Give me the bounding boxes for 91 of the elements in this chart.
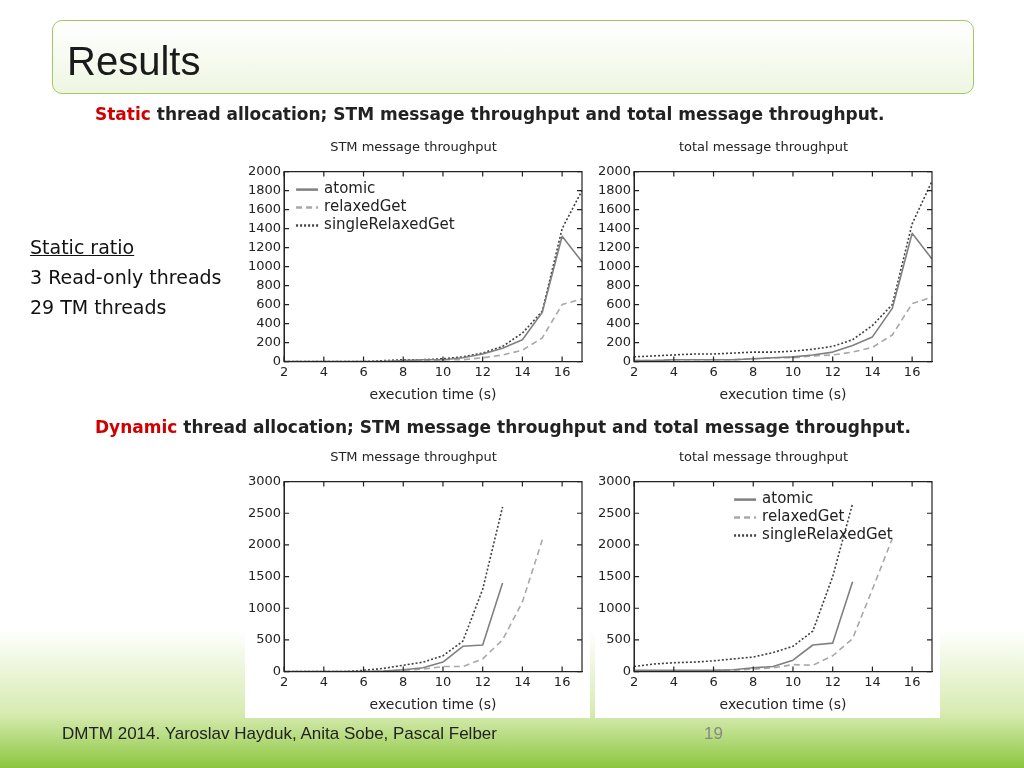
y-tick-label: 3000 (247, 472, 282, 488)
y-tick-label: 2000 (247, 162, 282, 178)
x-tick-label: 4 (669, 363, 678, 379)
chart-title: total message throughput (678, 139, 849, 155)
legend-label: relaxedGet (762, 507, 845, 526)
y-tick-label: 1000 (247, 257, 282, 273)
text: 29 TM threads (30, 296, 167, 318)
y-tick-label: 1600 (597, 200, 632, 216)
x-tick-label: 12 (474, 673, 491, 689)
y-tick-label: 500 (606, 631, 632, 647)
x-tick-label: 2 (279, 673, 289, 689)
text: DMTM 2014. Yaroslav Hayduk, Anita Sobe, Pascal Felber (62, 724, 497, 744)
y-tick-label: 1500 (247, 567, 282, 583)
y-tick-label: 1200 (247, 238, 282, 254)
y-tick-label: 1800 (247, 181, 282, 197)
chart-title: total message throughput (678, 449, 849, 465)
chart-subtitle: Dynamic thread allocation; STM message throughput and total message throughput. (95, 417, 911, 437)
x-tick-label: 14 (864, 363, 881, 379)
y-tick-label: 600 (606, 295, 632, 311)
y-tick-label: 800 (256, 276, 282, 292)
x-tick-label: 2 (629, 673, 639, 689)
y-tick-label: 0 (272, 662, 282, 678)
chart-title: STM message throughput (330, 139, 497, 155)
x-tick-label: 2 (279, 363, 289, 379)
y-tick-label: 600 (256, 295, 282, 311)
chart-title: STM message throughput (330, 449, 497, 465)
y-tick-label: 1500 (597, 567, 632, 583)
x-tick-label: 12 (824, 363, 841, 379)
y-tick-label: 3000 (597, 472, 632, 488)
x-tick-label: 12 (824, 673, 841, 689)
x-axis-title: execution time (s) (369, 386, 497, 403)
x-tick-label: 6 (359, 673, 368, 689)
x-tick-label: 8 (399, 363, 408, 379)
text: Results (67, 39, 201, 84)
y-tick-label: 1600 (247, 200, 282, 216)
x-tick-label: 12 (474, 363, 491, 379)
text: 19 (704, 724, 723, 744)
y-tick-label: 500 (256, 631, 282, 647)
y-tick-label: 1000 (597, 257, 632, 273)
y-tick-label: 0 (622, 352, 632, 368)
x-tick-label: 16 (903, 673, 921, 689)
y-tick-label: 2500 (597, 504, 632, 520)
x-tick-label: 8 (399, 673, 408, 689)
y-tick-label: 200 (256, 333, 282, 349)
y-tick-label: 2000 (597, 162, 632, 178)
x-tick-label: 16 (553, 673, 571, 689)
x-tick-label: 6 (709, 363, 718, 379)
y-tick-label: 1400 (247, 219, 282, 235)
y-tick-label: 1800 (597, 181, 632, 197)
y-tick-label: 400 (606, 314, 632, 330)
x-tick-label: 4 (319, 673, 328, 689)
x-tick-label: 14 (864, 673, 881, 689)
x-tick-label: 6 (359, 363, 368, 379)
x-tick-label: 4 (669, 673, 678, 689)
line-series (634, 180, 932, 358)
legend-label: atomic (762, 489, 814, 508)
x-tick-label: 2 (629, 363, 639, 379)
x-tick-label: 16 (903, 363, 921, 379)
text: Static ratio (30, 236, 135, 258)
y-tick-label: 2000 (597, 536, 632, 552)
x-tick-label: 8 (749, 673, 758, 689)
x-tick-label: 4 (319, 363, 328, 379)
chart-subtitle: Static thread allocation; STM message throughput and total message throughput. (95, 104, 885, 124)
y-tick-label: 1400 (597, 219, 632, 235)
x-tick-label: 10 (434, 673, 452, 689)
y-tick-label: 800 (606, 276, 632, 292)
y-tick-label: 1200 (597, 238, 632, 254)
y-tick-label: 0 (622, 662, 632, 678)
y-tick-label: 2500 (247, 504, 282, 520)
y-tick-label: 2000 (247, 536, 282, 552)
y-tick-label: 1000 (247, 599, 282, 615)
x-axis-title: execution time (s) (369, 696, 497, 713)
x-tick-label: 10 (784, 363, 802, 379)
x-tick-label: 10 (784, 673, 802, 689)
x-axis-title: execution time (s) (719, 696, 847, 713)
text: 3 Read-only threads (30, 266, 222, 288)
x-tick-label: 10 (434, 363, 452, 379)
x-tick-label: 6 (709, 673, 718, 689)
legend-label: relaxedGet (324, 197, 407, 216)
x-tick-label: 16 (553, 363, 571, 379)
x-tick-label: 8 (749, 363, 758, 379)
y-tick-label: 0 (272, 352, 282, 368)
x-tick-label: 14 (514, 363, 531, 379)
y-tick-label: 1000 (597, 599, 632, 615)
legend-label: atomic (324, 179, 376, 198)
x-tick-label: 14 (514, 673, 531, 689)
y-tick-label: 400 (256, 314, 282, 330)
legend-label: singleRelaxedGet (762, 525, 893, 544)
y-tick-label: 200 (606, 333, 632, 349)
x-axis-title: execution time (s) (719, 386, 847, 403)
legend-label: singleRelaxedGet (324, 215, 455, 234)
